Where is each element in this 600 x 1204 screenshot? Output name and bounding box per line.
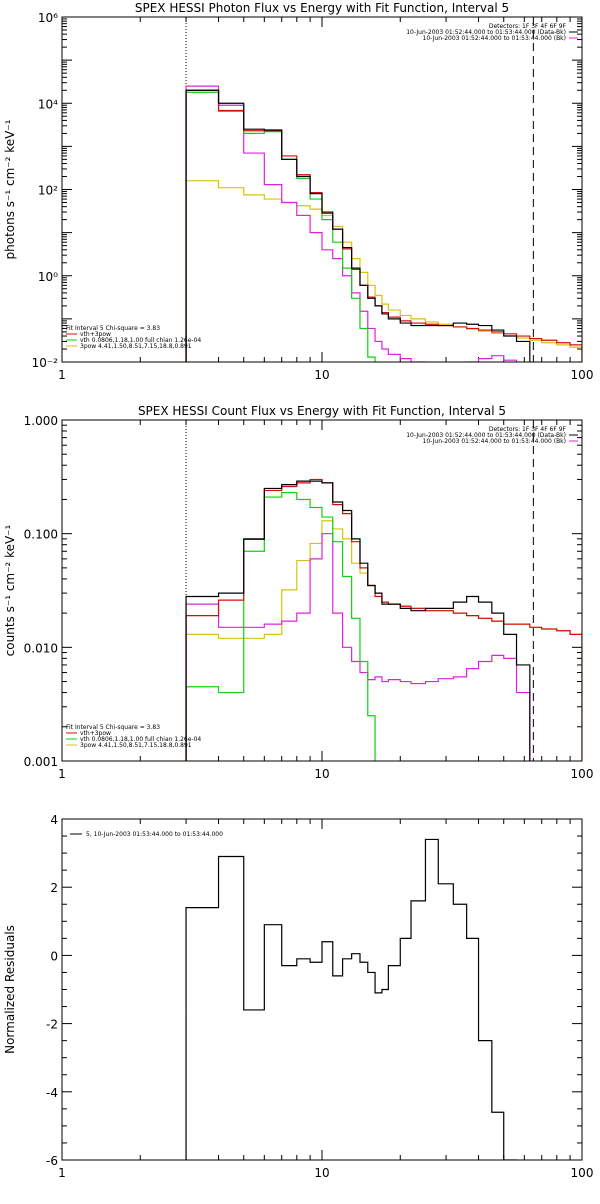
- x-tick-label: 10: [314, 767, 329, 781]
- header-line: 10-Jun-2003 01:52:44.000 to 01:53:44.000…: [423, 438, 566, 445]
- series-data-line: [185, 838, 518, 1160]
- header-line: 10-Jun-2003 01:52:44.000 to 01:53:44.000…: [406, 432, 566, 439]
- series-powerlaw-line: [185, 180, 582, 362]
- panel-3: Normalized Residuals 1 10 100 -6 -4 -2 0 2 4 5, 10…: [3, 813, 594, 1180]
- y-tick-label: -6: [46, 1154, 58, 1168]
- y-tick-label: 0.010: [24, 641, 58, 655]
- fit-info-line: vth+3pow: [80, 730, 111, 737]
- y-tick-label: 10⁰: [38, 270, 58, 284]
- y-tick-label: 10⁴: [38, 97, 58, 111]
- x-tick-label: 1: [58, 368, 66, 382]
- residual-legend-text: 5, 10-Jun-2003 01:53:44.000 to 01:53:44.…: [86, 831, 223, 838]
- x-tick-label: 1: [58, 767, 66, 781]
- y-tick-label: 10²: [38, 184, 58, 198]
- fit-info-line: vth 0.0806,1.18,1.00 full chian 1.26e-04: [80, 337, 201, 344]
- x-tick-label: 10: [314, 368, 329, 382]
- y-axis-label: counts s⁻¹ cm⁻² keV⁻¹: [3, 524, 17, 656]
- fit-info-line: vth 0.0806,1.18,1.00 full chian 1.26e-04: [80, 736, 201, 743]
- plot-frame: [61, 16, 583, 363]
- plot-frame: [61, 419, 583, 762]
- series-data-line: [185, 480, 531, 761]
- panel-1: SPEX HESSI Photon Flux vs Energy with Fi…: [3, 1, 594, 382]
- header-line: 10-Jun-2003 01:52:44.000 to 01:53:44.000…: [423, 35, 566, 42]
- y-axis-label: photons s⁻¹ cm⁻² keV⁻¹: [3, 119, 17, 259]
- chart-title: SPEX HESSI Photon Flux vs Energy with Fi…: [135, 1, 509, 15]
- fit-info-line: 3pow 4.41,1.50,8.51,7.15,18.8,0.891: [80, 343, 192, 350]
- series-powerlaw-line: [185, 520, 582, 761]
- fit-info-line: Fit Interval 5 Chi-square = 3.83: [66, 325, 160, 332]
- header-line: Detectors: 1F 3F 4F 6F 9F: [489, 426, 567, 433]
- y-tick-label: 10⁶: [38, 11, 58, 25]
- plot-frame: [61, 818, 583, 1161]
- series-thermal-line: [185, 491, 376, 761]
- y-tick-label: 10⁻²: [32, 356, 59, 370]
- x-tick-label: 10: [314, 1166, 329, 1180]
- y-tick-label: 0.100: [24, 528, 58, 542]
- panel-2: SPEX HESSI Count Flux vs Energy with Fit…: [3, 404, 594, 781]
- chart-title: SPEX HESSI Count Flux vs Energy with Fit…: [138, 404, 506, 418]
- series-background-line: [185, 533, 531, 761]
- y-tick-label: 0: [50, 949, 58, 963]
- y-axis-label: Normalized Residuals: [3, 925, 17, 1054]
- x-tick-label: 100: [571, 767, 594, 781]
- series-thermal-line: [185, 91, 376, 362]
- series-total-line: [185, 89, 582, 362]
- fit-info-line: 3pow 4.41,1.50,8.51,7.15,18.8,0.891: [80, 742, 192, 749]
- y-tick-label: 2: [50, 881, 58, 895]
- header-line: Detectors: 1F 3F 4F 6F 9F: [489, 23, 567, 30]
- fit-info-line: vth+3pow: [80, 331, 111, 338]
- series-total-line: [185, 478, 582, 761]
- y-tick-label: -4: [46, 1086, 58, 1100]
- x-tick-label: 100: [571, 368, 594, 382]
- y-tick-label: 1.000: [24, 414, 58, 428]
- series-background-line: [185, 85, 518, 362]
- x-tick-label: 1: [58, 1166, 66, 1180]
- y-tick-label: 4: [50, 813, 58, 827]
- y-tick-label: 0.001: [24, 755, 58, 769]
- fit-info-line: Fit Interval 5 Chi-square = 3.83: [66, 724, 160, 731]
- header-line: 10-Jun-2003 01:52:44.000 to 01:53:44.000…: [406, 29, 566, 36]
- x-tick-label: 100: [571, 1166, 594, 1180]
- series-data-line: [185, 89, 531, 362]
- y-tick-label: -2: [46, 1018, 58, 1032]
